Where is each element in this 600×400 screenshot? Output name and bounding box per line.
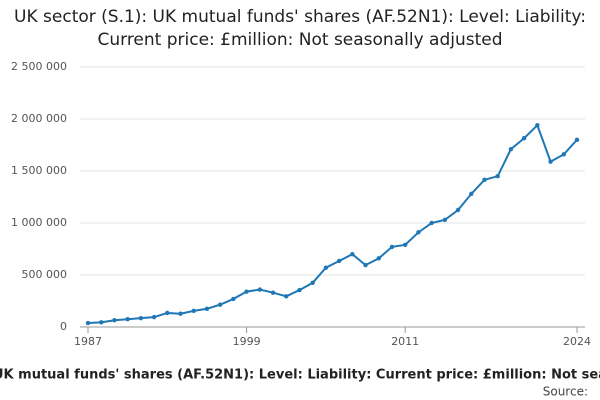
data-point bbox=[548, 159, 553, 164]
data-point bbox=[521, 136, 527, 141]
y-tick-label: 2 000 000 bbox=[11, 112, 67, 125]
footer-title: UK sector (S.1): UK mutual funds' shares… bbox=[0, 368, 600, 383]
data-point bbox=[112, 318, 117, 323]
data-point bbox=[217, 302, 223, 307]
data-point bbox=[535, 123, 540, 128]
data-point bbox=[482, 177, 487, 183]
data-point bbox=[495, 174, 500, 179]
y-tick-label: 2 500 000 bbox=[11, 60, 67, 73]
data-point bbox=[363, 262, 368, 268]
source-label: Source: bbox=[543, 385, 588, 399]
data-point bbox=[270, 290, 276, 295]
data-point bbox=[125, 317, 130, 322]
data-point bbox=[416, 230, 421, 235]
series-line bbox=[87, 123, 578, 325]
y-tick-label: 1 000 000 bbox=[11, 216, 67, 229]
data-point bbox=[402, 242, 408, 248]
data-point bbox=[442, 217, 448, 223]
data-point bbox=[165, 310, 170, 316]
data-point bbox=[284, 294, 289, 299]
data-point bbox=[336, 258, 342, 264]
data-point bbox=[350, 252, 355, 257]
data-point bbox=[389, 244, 395, 250]
data-point bbox=[429, 220, 434, 226]
y-tick-label: 0 bbox=[60, 320, 67, 333]
data-point bbox=[85, 320, 91, 326]
data-point bbox=[231, 296, 236, 302]
y-tick-label: 1 500 000 bbox=[11, 164, 67, 177]
data-point bbox=[574, 137, 580, 142]
data-point bbox=[204, 306, 210, 311]
data-point bbox=[151, 314, 157, 320]
data-point bbox=[508, 146, 514, 152]
x-tick-label: 1999 bbox=[233, 335, 261, 348]
y-tick-label: 500 000 bbox=[22, 268, 68, 281]
x-tick-label: 2024 bbox=[563, 335, 591, 348]
data-point bbox=[297, 287, 302, 293]
data-point bbox=[257, 287, 263, 292]
data-point bbox=[178, 311, 183, 316]
data-point bbox=[138, 315, 144, 321]
data-point bbox=[244, 289, 249, 294]
data-point bbox=[310, 280, 315, 285]
data-point bbox=[376, 256, 381, 261]
data-point bbox=[323, 265, 329, 270]
data-point bbox=[561, 152, 566, 157]
data-point bbox=[455, 207, 461, 213]
data-point bbox=[191, 308, 196, 314]
chart-title: UK sector (S.1): UK mutual funds' shares… bbox=[14, 7, 586, 50]
x-tick-label: 2011 bbox=[391, 335, 419, 348]
data-point bbox=[469, 191, 474, 197]
x-tick-label: 1987 bbox=[74, 335, 102, 348]
data-point bbox=[99, 320, 104, 325]
